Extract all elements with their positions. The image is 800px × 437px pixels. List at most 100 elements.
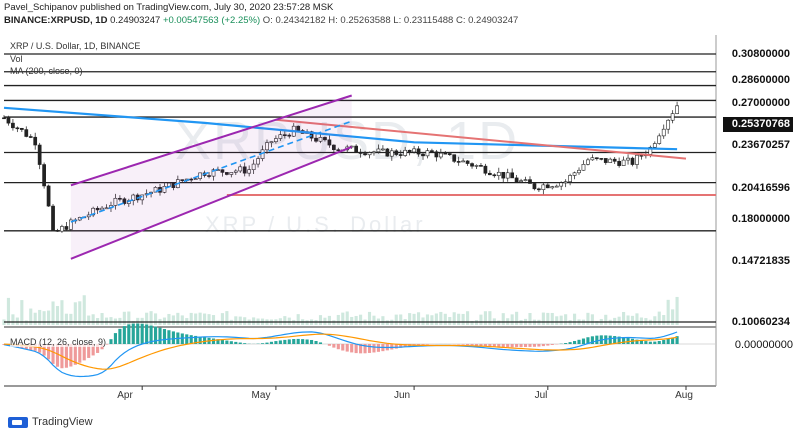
macd-histogram-bar bbox=[479, 344, 483, 346]
candle-body bbox=[242, 166, 247, 174]
volume-bar bbox=[327, 315, 331, 325]
candle-body bbox=[447, 153, 452, 155]
volume-bar bbox=[461, 313, 465, 325]
macd-histogram-bar bbox=[341, 344, 345, 351]
macd-histogram-bar bbox=[305, 339, 309, 344]
volume-bar bbox=[559, 315, 563, 325]
macd-histogram-bar bbox=[421, 344, 425, 345]
volume-bar bbox=[189, 312, 193, 325]
volume-bar bbox=[162, 317, 167, 325]
candle-body bbox=[251, 163, 256, 171]
candle-body bbox=[15, 127, 20, 130]
candle-body bbox=[675, 105, 679, 114]
macd-histogram-bar bbox=[390, 344, 394, 350]
tradingview-brand[interactable]: TradingView bbox=[8, 416, 93, 428]
candle-body bbox=[559, 182, 564, 187]
volume-bar bbox=[399, 314, 403, 325]
volume-bar bbox=[60, 300, 64, 325]
volume-bar bbox=[488, 311, 492, 325]
candle-body bbox=[398, 154, 403, 156]
macd-histogram-bar bbox=[416, 344, 421, 346]
candle-body bbox=[416, 148, 421, 155]
candle-body bbox=[532, 183, 537, 190]
candle-body bbox=[403, 149, 408, 156]
candle-body bbox=[599, 158, 604, 160]
candle-body bbox=[287, 134, 292, 137]
candle-body bbox=[594, 157, 599, 160]
volume-bar bbox=[425, 314, 430, 325]
legend-ma: MA (200, close, 0) bbox=[10, 66, 83, 76]
candle-body bbox=[372, 151, 376, 154]
candle-body bbox=[55, 230, 60, 232]
volume-bar bbox=[653, 316, 657, 325]
candle-body bbox=[568, 175, 572, 182]
volume-bar bbox=[64, 313, 68, 325]
volume-bar bbox=[635, 313, 639, 325]
candle-body bbox=[122, 198, 127, 204]
macd-histogram-bar bbox=[38, 344, 42, 353]
macd-histogram-bar bbox=[350, 344, 354, 353]
x-tick-label: Aug bbox=[675, 390, 693, 401]
volume-bar bbox=[180, 315, 184, 325]
close-value: C: 0.24903247 bbox=[455, 15, 519, 26]
candle-body bbox=[577, 169, 581, 174]
candle-body bbox=[550, 186, 555, 189]
candle-body bbox=[381, 148, 385, 151]
candle-body bbox=[612, 158, 617, 162]
candle-body bbox=[537, 188, 541, 191]
macd-histogram-bar bbox=[608, 335, 612, 344]
candle-body bbox=[331, 144, 336, 150]
candle-body bbox=[162, 185, 167, 193]
macd-histogram-bar bbox=[225, 340, 229, 344]
candle-body bbox=[657, 135, 662, 144]
macd-histogram-bar bbox=[127, 324, 131, 344]
volume-bar bbox=[42, 311, 46, 325]
macd-histogram-bar bbox=[492, 344, 496, 347]
volume-bar bbox=[153, 313, 158, 325]
macd-legend: MACD (12, 26, close, 9) bbox=[10, 337, 107, 347]
candle-body bbox=[501, 171, 506, 179]
candle-body bbox=[95, 207, 100, 211]
macd-histogram-bar bbox=[47, 344, 51, 360]
macd-histogram-bar bbox=[586, 337, 590, 344]
candle-body bbox=[46, 185, 51, 207]
macd-histogram-bar bbox=[590, 336, 594, 344]
volume-bar bbox=[109, 317, 113, 325]
volume-bar bbox=[657, 311, 661, 325]
macd-histogram-bar bbox=[626, 337, 630, 344]
macd-histogram-bar bbox=[149, 325, 153, 344]
candle-body bbox=[131, 194, 136, 201]
candle-body bbox=[265, 142, 269, 151]
volume-bar bbox=[452, 312, 456, 325]
macd-histogram-bar bbox=[96, 344, 100, 353]
volume-bar bbox=[675, 296, 679, 325]
macd-histogram-bar bbox=[180, 333, 184, 344]
channel-lower-line bbox=[70, 145, 353, 260]
candle-body bbox=[572, 172, 577, 176]
candle-body bbox=[496, 171, 501, 176]
macd-histogram-bar bbox=[336, 344, 340, 350]
volume-bar bbox=[448, 317, 452, 325]
candle-body bbox=[456, 161, 461, 163]
volume-bar bbox=[421, 317, 425, 325]
volume-bar bbox=[6, 297, 11, 325]
volume-bar bbox=[167, 313, 171, 325]
macd-histogram-bar bbox=[140, 323, 144, 344]
volume-bar bbox=[434, 313, 438, 325]
macd-histogram-bar bbox=[367, 344, 372, 353]
candle-body bbox=[336, 149, 341, 151]
candle-body bbox=[492, 174, 497, 177]
macd-histogram-bar bbox=[158, 327, 162, 344]
brand-label: TradingView bbox=[32, 416, 93, 428]
candle-body bbox=[630, 157, 635, 165]
volume-bar bbox=[318, 315, 323, 325]
volume-bar bbox=[350, 316, 354, 325]
candle-body bbox=[389, 150, 394, 157]
volume-bar bbox=[203, 313, 207, 325]
change-value: +0.00547563 (+2.25%) bbox=[162, 15, 261, 26]
candle-body bbox=[100, 207, 104, 211]
x-tick-label: Apr bbox=[117, 390, 133, 401]
volume-bar bbox=[501, 313, 505, 325]
candle-body bbox=[621, 159, 626, 166]
